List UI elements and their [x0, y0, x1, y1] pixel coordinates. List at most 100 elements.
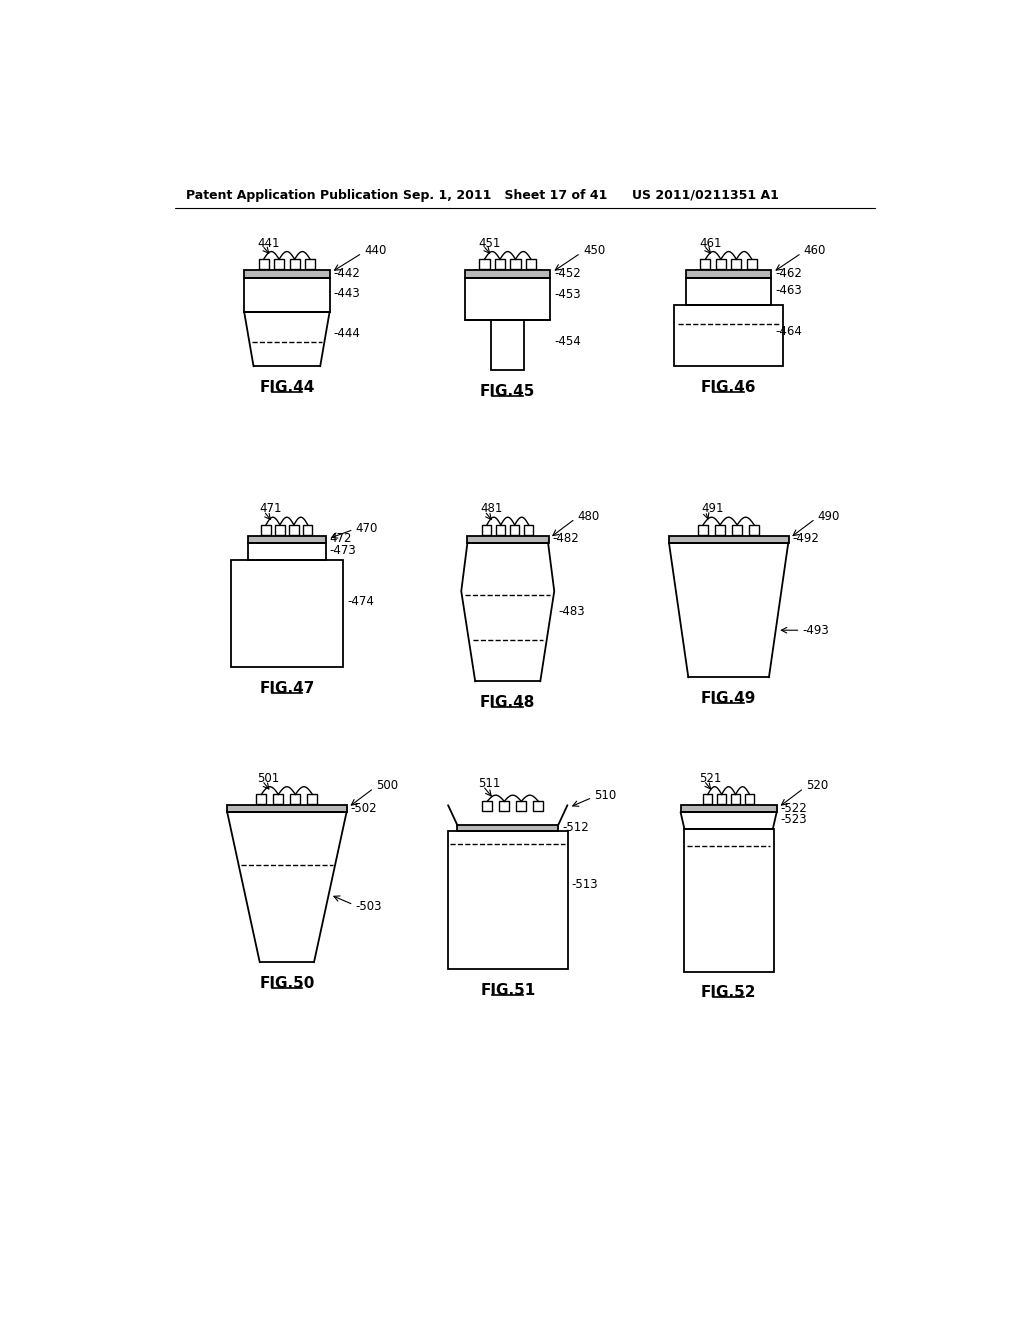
Text: -452: -452	[554, 268, 581, 280]
Text: FIG.49: FIG.49	[701, 692, 757, 706]
Text: -483: -483	[558, 606, 585, 619]
Text: 471: 471	[260, 502, 283, 515]
Text: -444: -444	[334, 327, 360, 341]
Bar	[526, 259, 536, 269]
Bar	[684, 829, 773, 972]
Text: 480: 480	[578, 510, 600, 523]
Bar	[290, 259, 300, 269]
Bar	[482, 801, 493, 812]
Text: -512: -512	[562, 821, 589, 834]
Text: -474: -474	[347, 595, 374, 609]
Text: 472: 472	[330, 532, 352, 545]
Bar	[700, 259, 711, 269]
Text: FIG.46: FIG.46	[700, 380, 757, 395]
Bar	[703, 795, 713, 804]
Text: FIG.50: FIG.50	[259, 977, 314, 991]
Text: Sep. 1, 2011   Sheet 17 of 41: Sep. 1, 2011 Sheet 17 of 41	[403, 189, 607, 202]
Bar	[479, 259, 489, 269]
Text: 440: 440	[365, 244, 387, 257]
Bar	[261, 525, 270, 535]
Bar	[534, 801, 544, 812]
Text: 501: 501	[257, 772, 280, 785]
Text: -473: -473	[330, 544, 356, 557]
Bar	[716, 259, 726, 269]
Bar	[259, 259, 268, 269]
Text: -523: -523	[780, 813, 807, 826]
Bar	[458, 825, 558, 830]
Text: 470: 470	[355, 521, 378, 535]
Text: -463: -463	[775, 284, 802, 297]
Text: 491: 491	[701, 502, 724, 515]
Text: 451: 451	[478, 236, 501, 249]
Bar	[731, 795, 740, 804]
Bar	[731, 259, 741, 269]
Text: -503: -503	[355, 900, 382, 912]
Bar	[245, 277, 330, 313]
Bar	[750, 525, 759, 535]
Bar	[256, 795, 266, 804]
Text: 460: 460	[804, 244, 826, 257]
Bar	[717, 795, 726, 804]
Bar	[495, 259, 505, 269]
Text: US 2011/0211351 A1: US 2011/0211351 A1	[632, 189, 778, 202]
Text: FIG.52: FIG.52	[700, 985, 757, 1001]
Text: 441: 441	[257, 236, 280, 249]
Bar	[698, 525, 708, 535]
Bar	[669, 536, 790, 543]
Text: 511: 511	[478, 777, 501, 791]
Bar	[248, 536, 326, 543]
Bar	[681, 805, 777, 812]
Bar	[510, 259, 520, 269]
Bar	[291, 795, 300, 804]
Text: -502: -502	[350, 801, 377, 814]
Bar	[675, 305, 783, 367]
Text: -443: -443	[334, 286, 360, 300]
Bar	[289, 525, 299, 535]
Text: -492: -492	[793, 532, 819, 545]
Text: 510: 510	[595, 789, 616, 803]
Text: 461: 461	[699, 236, 722, 249]
Text: FIG.48: FIG.48	[480, 696, 536, 710]
Text: -442: -442	[334, 268, 360, 280]
Text: 500: 500	[376, 779, 398, 792]
Bar	[524, 525, 534, 535]
Text: -482: -482	[552, 532, 579, 545]
Text: -462: -462	[775, 268, 802, 280]
Bar	[746, 259, 757, 269]
Bar	[275, 525, 285, 535]
Bar	[465, 277, 550, 321]
Text: -464: -464	[775, 325, 802, 338]
Text: 521: 521	[699, 772, 722, 785]
Bar	[303, 525, 312, 535]
Bar	[482, 525, 492, 535]
Bar	[467, 536, 549, 543]
Bar	[465, 271, 550, 277]
Text: FIG.47: FIG.47	[259, 681, 314, 696]
Bar	[744, 795, 755, 804]
Text: 490: 490	[818, 510, 840, 523]
Text: 450: 450	[583, 244, 605, 257]
Text: Patent Application Publication: Patent Application Publication	[186, 189, 398, 202]
Bar	[492, 321, 524, 370]
Text: 481: 481	[480, 502, 503, 515]
Bar	[686, 277, 771, 305]
Bar	[516, 801, 526, 812]
Bar	[248, 543, 326, 560]
Bar	[686, 271, 771, 277]
Bar	[245, 271, 330, 277]
Text: FIG.45: FIG.45	[480, 384, 536, 399]
Text: -522: -522	[780, 801, 807, 814]
Text: FIG.51: FIG.51	[480, 983, 536, 998]
Bar	[227, 805, 347, 812]
Bar	[500, 801, 509, 812]
Text: -454: -454	[554, 335, 581, 348]
Text: FIG.44: FIG.44	[259, 380, 314, 395]
Bar	[732, 525, 742, 535]
Text: 520: 520	[806, 779, 828, 792]
Text: -513: -513	[571, 878, 598, 891]
Text: -493: -493	[803, 624, 829, 636]
Bar	[305, 259, 315, 269]
Text: -453: -453	[554, 288, 581, 301]
Bar	[510, 525, 519, 535]
Bar	[715, 525, 725, 535]
